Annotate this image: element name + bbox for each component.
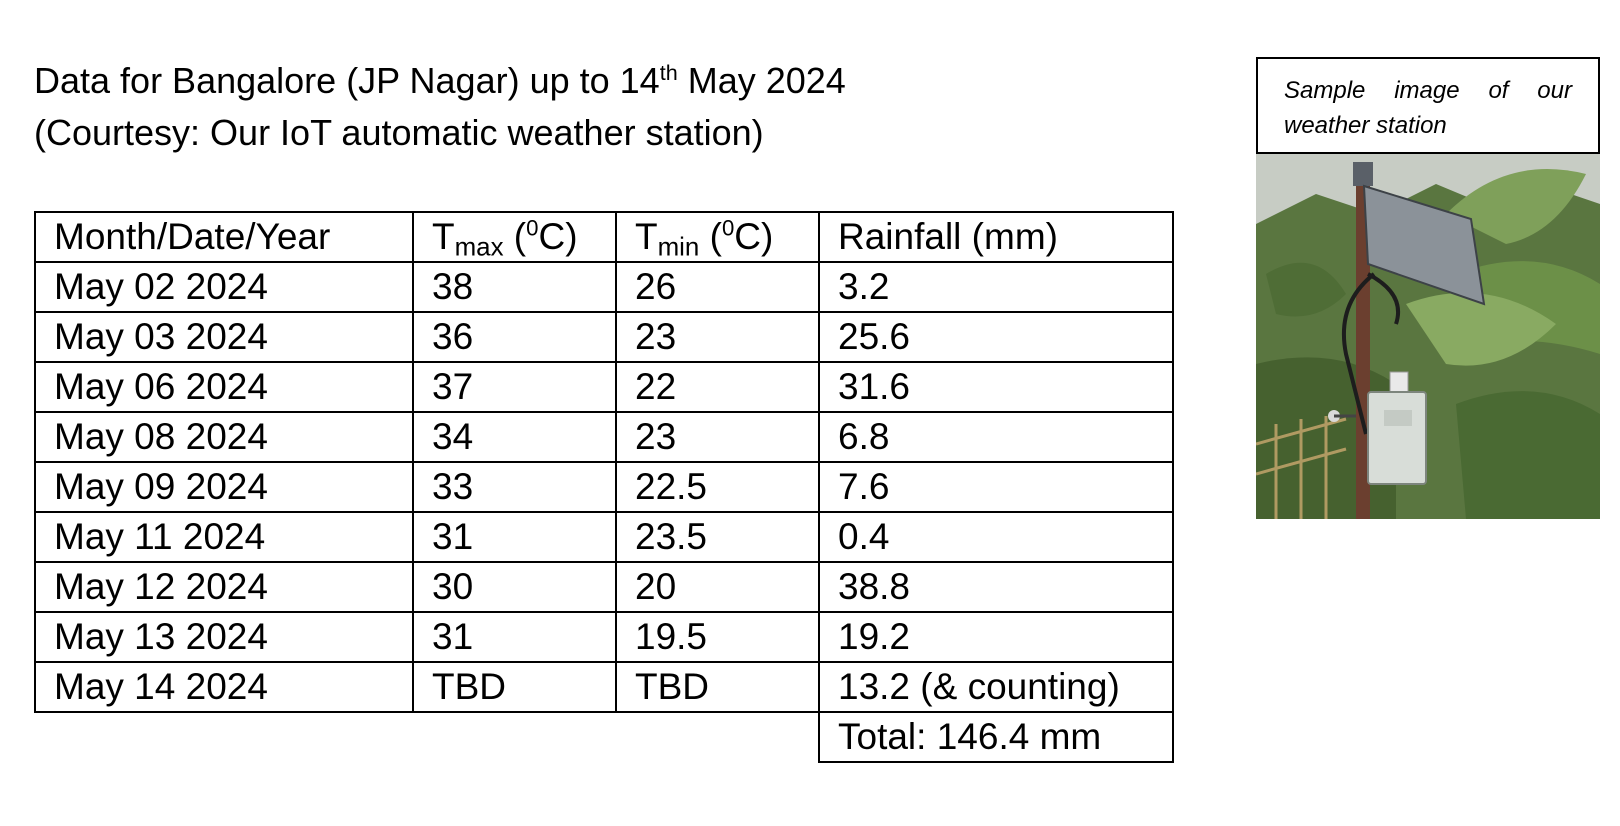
cell-tmax: TBD — [412, 661, 617, 713]
cell-rainfall: 25.6 — [818, 311, 1174, 363]
title-line-2: (Courtesy: Our IoT automatic weather sta… — [34, 112, 764, 153]
page-title: Data for Bangalore (JP Nagar) up to 14th… — [34, 55, 846, 159]
cell-tmin: 23 — [615, 311, 820, 363]
cell-rainfall: 7.6 — [818, 461, 1174, 513]
cell-date: May 08 2024 — [34, 411, 414, 463]
header-tmin: Tmin (0C) — [615, 211, 820, 263]
weather-station-card: Sample image of our weather station — [1256, 57, 1600, 519]
table-row: May 14 2024 TBD TBD 13.2 (& counting) — [34, 661, 1174, 713]
header-rainfall: Rainfall (mm) — [818, 211, 1174, 263]
cell-rainfall: 0.4 — [818, 511, 1174, 563]
title-line-1: Data for Bangalore (JP Nagar) up to 14th… — [34, 60, 846, 101]
cell-tmax: 30 — [412, 561, 617, 613]
cell-tmin: 22.5 — [615, 461, 820, 513]
cell-tmax: 37 — [412, 361, 617, 413]
table-row: May 13 2024 31 19.5 19.2 — [34, 611, 1174, 663]
cell-date: May 13 2024 — [34, 611, 414, 663]
blank-cell — [35, 712, 413, 762]
cell-date: May 12 2024 — [34, 561, 414, 613]
cell-rainfall: 13.2 (& counting) — [818, 661, 1174, 713]
table-row: May 02 2024 38 26 3.2 — [34, 261, 1174, 313]
cell-tmin: 23.5 — [615, 511, 820, 563]
blank-cell — [616, 712, 819, 762]
table-row: May 09 2024 33 22.5 7.6 — [34, 461, 1174, 513]
cell-date: May 03 2024 — [34, 311, 414, 363]
ordinal-suffix: th — [659, 60, 678, 85]
cell-date: May 11 2024 — [34, 511, 414, 563]
total-rainfall: Total: 146.4 mm — [818, 711, 1174, 763]
cell-tmin: 23 — [615, 411, 820, 463]
cell-tmax: 31 — [412, 511, 617, 563]
table-row: May 03 2024 36 23 25.6 — [34, 311, 1174, 363]
cell-rainfall: 38.8 — [818, 561, 1174, 613]
cell-tmin: 22 — [615, 361, 820, 413]
header-tmax: Tmax (0C) — [412, 211, 617, 263]
blank-cell — [413, 712, 616, 762]
weather-station-photo-icon — [1256, 154, 1600, 519]
cell-date: May 14 2024 — [34, 661, 414, 713]
cell-rainfall: 19.2 — [818, 611, 1174, 663]
cell-tmax: 31 — [412, 611, 617, 663]
photo-caption: Sample image of our weather station — [1256, 57, 1600, 154]
table-header-row: Month/Date/Year Tmax (0C) Tmin (0C) Rain… — [34, 211, 1174, 263]
cell-tmin: 26 — [615, 261, 820, 313]
cell-tmax: 34 — [412, 411, 617, 463]
cell-rainfall: 31.6 — [818, 361, 1174, 413]
cell-tmax: 36 — [412, 311, 617, 363]
cell-tmax: 38 — [412, 261, 617, 313]
cell-tmin: 20 — [615, 561, 820, 613]
cell-rainfall: 3.2 — [818, 261, 1174, 313]
cell-date: May 02 2024 — [34, 261, 414, 313]
cell-date: May 09 2024 — [34, 461, 414, 513]
table-row: May 06 2024 37 22 31.6 — [34, 361, 1174, 413]
table-row: May 11 2024 31 23.5 0.4 — [34, 511, 1174, 563]
cell-tmin: 19.5 — [615, 611, 820, 663]
table-row: May 08 2024 34 23 6.8 — [34, 411, 1174, 463]
cell-date: May 06 2024 — [34, 361, 414, 413]
header-date: Month/Date/Year — [34, 211, 414, 263]
cell-tmax: 33 — [412, 461, 617, 513]
total-row: Total: 146.4 mm — [35, 711, 1174, 763]
weather-data-table: Month/Date/Year Tmax (0C) Tmin (0C) Rain… — [34, 211, 1174, 763]
cell-tmin: TBD — [615, 661, 820, 713]
cell-rainfall: 6.8 — [818, 411, 1174, 463]
table-row: May 12 2024 30 20 38.8 — [34, 561, 1174, 613]
